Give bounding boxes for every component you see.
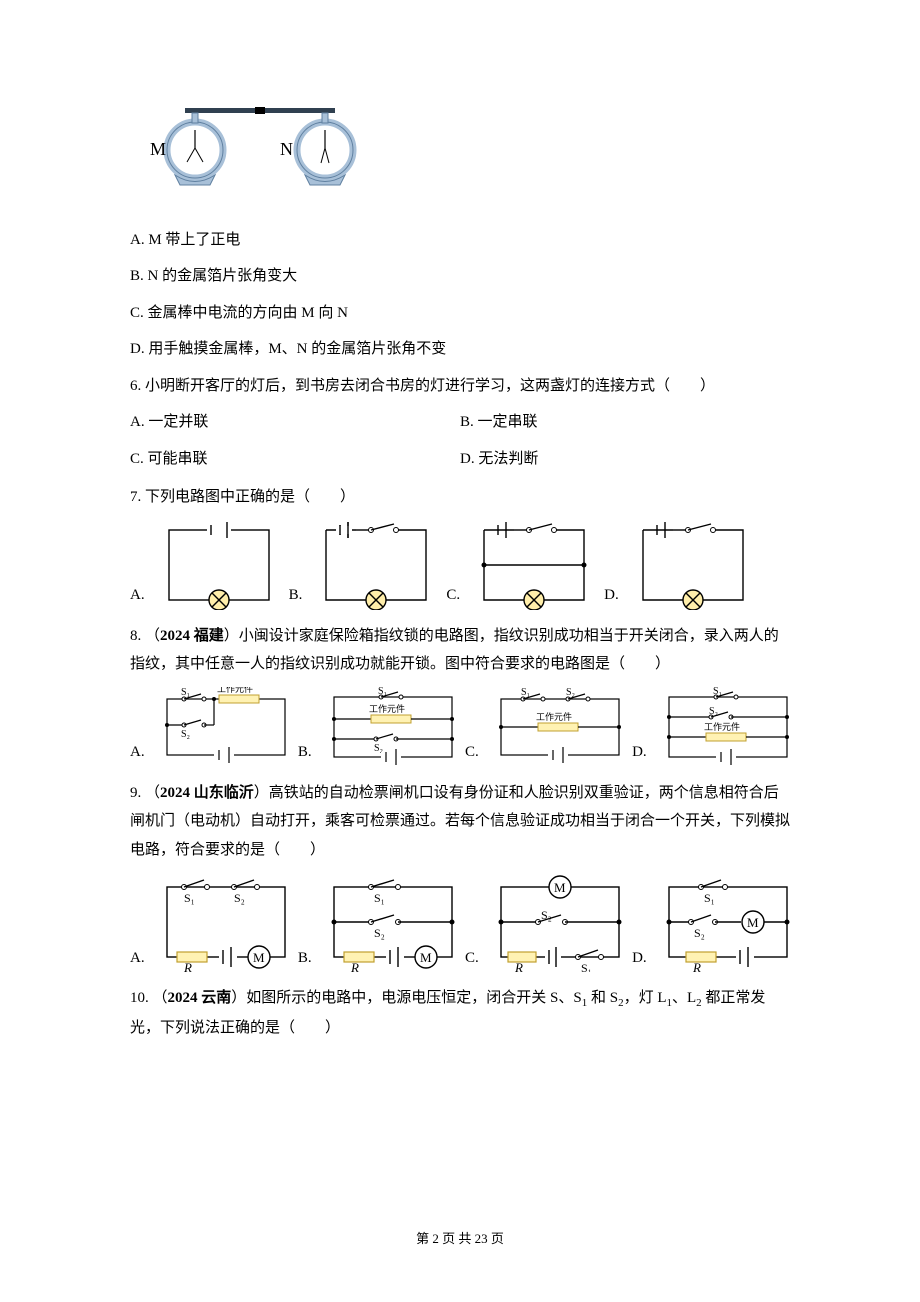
q6-text: 6. 小明断开客厅的灯后，到书房去闭合书房的灯进行学习，这两盏灯的连接方式（ ） bbox=[130, 372, 790, 401]
q9-label-b: B. bbox=[298, 944, 312, 973]
svg-text:工作元件: 工作元件 bbox=[536, 711, 572, 722]
q9-label-d: D. bbox=[632, 944, 647, 973]
q9-circuit-b: S₁ S₂ R M bbox=[326, 872, 455, 972]
svg-text:M: M bbox=[150, 139, 166, 159]
q9-label-c: C. bbox=[465, 944, 479, 973]
svg-text:S₁: S₁ bbox=[378, 687, 387, 697]
svg-text:S₂: S₂ bbox=[541, 908, 552, 922]
q8-text: 8. （2024 福建）小闽设计家庭保险箱指纹锁的电路图，指纹识别成功相当于开关… bbox=[130, 622, 790, 679]
q5-option-d: D. 用手触摸金属棒，M、N 的金属箔片张角不变 bbox=[130, 335, 790, 364]
question-8: 8. （2024 福建）小闽设计家庭保险箱指纹锁的电路图，指纹识别成功相当于开关… bbox=[130, 622, 790, 767]
q7-label-d: D. bbox=[604, 581, 619, 610]
svg-text:S₁: S₁ bbox=[374, 891, 385, 905]
q8-label-d: D. bbox=[632, 738, 647, 767]
question-7: 7. 下列电路图中正确的是（ ） A. B. bbox=[130, 483, 790, 610]
svg-text:工作元件: 工作元件 bbox=[704, 721, 740, 732]
q10-text: 10. （2024 云南）如图所示的电路中，电源电压恒定，闭合开关 S、S1 和… bbox=[130, 984, 790, 1042]
q8-circuit-a: S₁ 工作元件 S₂ bbox=[159, 687, 288, 767]
q9-circuit-a: S₁ S₂ R M bbox=[159, 872, 288, 972]
q5-option-b: B. N 的金属箔片张角变大 bbox=[130, 262, 790, 291]
q7-circuit-c bbox=[474, 520, 594, 610]
page-footer: 第 2 页 共 23 页 bbox=[0, 1227, 920, 1252]
q8-circuit-b: S₁ 工作元件 S₂ bbox=[326, 687, 455, 767]
svg-text:S₁: S₁ bbox=[704, 891, 715, 905]
q6-option-b: B. 一定串联 bbox=[460, 408, 790, 437]
svg-text:工作元件: 工作元件 bbox=[217, 687, 253, 694]
svg-text:S₂: S₂ bbox=[694, 926, 705, 940]
q9-label-a: A. bbox=[130, 944, 145, 973]
q7-text: 7. 下列电路图中正确的是（ ） bbox=[130, 483, 790, 512]
svg-text:S₁: S₁ bbox=[181, 687, 190, 698]
svg-text:S₁: S₁ bbox=[184, 891, 195, 905]
q6-option-d: D. 无法判断 bbox=[460, 445, 790, 474]
svg-text:N: N bbox=[280, 139, 293, 159]
svg-text:S₂: S₂ bbox=[181, 729, 190, 740]
q9-circuit-d: S₁ S₂ M R bbox=[661, 872, 790, 972]
electroscope-figure: M N bbox=[140, 100, 790, 211]
svg-text:R: R bbox=[183, 960, 192, 972]
q5-option-a: A. M 带上了正电 bbox=[130, 226, 790, 255]
q8-label-c: C. bbox=[465, 738, 479, 767]
svg-text:M: M bbox=[554, 880, 566, 895]
svg-text:R: R bbox=[514, 960, 523, 972]
svg-text:R: R bbox=[692, 960, 701, 972]
q9-circuit-c: M S₂ R S₁ bbox=[493, 872, 622, 972]
svg-text:M: M bbox=[253, 950, 265, 965]
svg-text:S₁: S₁ bbox=[521, 687, 530, 698]
svg-text:R: R bbox=[350, 960, 359, 972]
svg-text:S₁: S₁ bbox=[581, 961, 592, 972]
q7-circuit-b bbox=[316, 520, 436, 610]
question-6: 6. 小明断开客厅的灯后，到书房去闭合书房的灯进行学习，这两盏灯的连接方式（ ）… bbox=[130, 372, 790, 474]
q6-option-a: A. 一定并联 bbox=[130, 408, 460, 437]
q9-circuits: A. S₁ S₂ R M B. S₁ bbox=[130, 872, 790, 972]
q7-circuit-a bbox=[159, 520, 279, 610]
svg-text:M: M bbox=[747, 915, 759, 930]
q8-label-b: B. bbox=[298, 738, 312, 767]
question-10: 10. （2024 云南）如图所示的电路中，电源电压恒定，闭合开关 S、S1 和… bbox=[130, 984, 790, 1042]
question-9: 9. （2024 山东临沂）高铁站的自动检票闸机口设有身份证和人脸识别双重验证，… bbox=[130, 779, 790, 973]
svg-text:S₂: S₂ bbox=[566, 687, 575, 698]
svg-text:S₂: S₂ bbox=[234, 891, 245, 905]
q6-option-c: C. 可能串联 bbox=[130, 445, 460, 474]
q7-circuits: A. B. bbox=[130, 520, 790, 610]
q7-label-a: A. bbox=[130, 581, 145, 610]
q9-text: 9. （2024 山东临沂）高铁站的自动检票闸机口设有身份证和人脸识别双重验证，… bbox=[130, 779, 790, 865]
svg-text:M: M bbox=[420, 950, 432, 965]
q8-circuits: A. S₁ 工作元件 S₂ B. bbox=[130, 687, 790, 767]
q7-label-b: B. bbox=[289, 581, 303, 610]
q8-circuit-d: S₁ S₂ 工作元件 bbox=[661, 687, 790, 767]
q8-label-a: A. bbox=[130, 738, 145, 767]
svg-text:S₁: S₁ bbox=[713, 687, 722, 697]
svg-text:S₂: S₂ bbox=[709, 706, 718, 717]
q7-label-c: C. bbox=[446, 581, 460, 610]
svg-text:S₂: S₂ bbox=[374, 926, 385, 940]
svg-text:工作元件: 工作元件 bbox=[369, 703, 405, 714]
q8-circuit-c: S₁ S₂ 工作元件 bbox=[493, 687, 622, 767]
q5-option-c: C. 金属棒中电流的方向由 M 向 N bbox=[130, 299, 790, 328]
q7-circuit-d bbox=[633, 520, 753, 610]
